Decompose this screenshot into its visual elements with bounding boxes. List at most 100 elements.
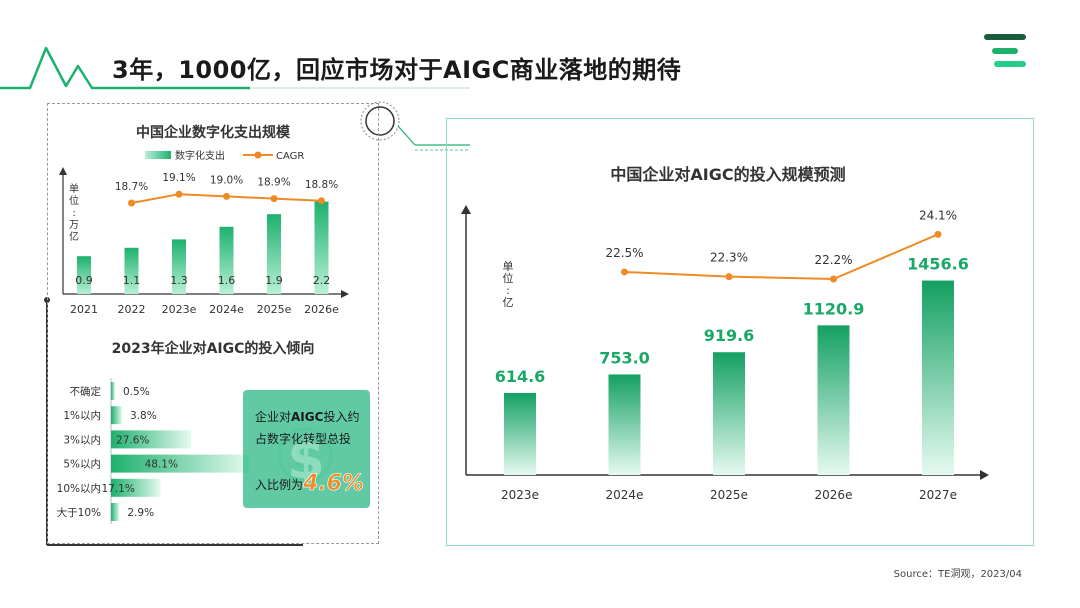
- chart1-bar-label: 0.9: [75, 274, 93, 287]
- chart2-category-label: 5%以内: [63, 458, 101, 471]
- chart1-unit-label: 单位:万亿: [69, 183, 79, 243]
- chart3-title: 中国企业对AIGC的投入规模预测: [610, 165, 845, 184]
- chart2-category-label: 不确定: [70, 385, 102, 398]
- chart3-cagr-label: 24.1%: [919, 208, 957, 222]
- chart2-bar: [111, 478, 161, 497]
- chart1-cagr-point: [318, 197, 325, 205]
- chart1-x-tick: 2021: [70, 303, 98, 316]
- chart1-title: 中国企业数字化支出规模: [136, 124, 291, 141]
- chart3-y-arrow: [461, 205, 471, 214]
- chart1-bar-label: 1.1: [123, 274, 141, 287]
- chart3-unit-char: 位: [503, 271, 514, 285]
- chart3-x-tick: 2025e: [710, 488, 748, 502]
- page-title: 3年，1000亿，回应市场对于AIGC商业落地的期待: [112, 56, 682, 84]
- chart1-unit-char: 单: [69, 183, 79, 195]
- chart2-value-label: 48.1%: [145, 459, 178, 471]
- chart1-bar-label: 1.6: [218, 274, 236, 287]
- chart2-value-label: 3.8%: [130, 410, 157, 422]
- chart3-x-arrow: [980, 470, 989, 480]
- chart2-bar: [111, 454, 251, 473]
- right-panel: [446, 118, 1034, 546]
- chart1-unit-char: 万: [69, 220, 79, 231]
- chart1-x-arrow: [341, 290, 349, 298]
- chart3-bar-label: 753.0: [599, 348, 650, 367]
- chart3-x-tick: 2027e: [919, 488, 957, 502]
- chart2-category-label: 3%以内: [63, 433, 101, 446]
- chart3-cagr-label: 22.3%: [710, 251, 748, 265]
- chart1-bar: [314, 201, 329, 294]
- chart1-bar: [124, 247, 139, 294]
- chart2-value-label: 17.1%: [101, 483, 134, 495]
- chart2-bar: [111, 382, 115, 400]
- chart1-cagr-label: 19.0%: [210, 174, 243, 186]
- chart1-bar: [172, 239, 186, 294]
- callout-box: [243, 390, 370, 508]
- chart3-cagr-point: [934, 230, 942, 238]
- chart1-cagr-label: 19.1%: [162, 172, 195, 184]
- chart1-cagr-point: [128, 199, 135, 207]
- chart3-bar-label: 919.6: [704, 326, 755, 345]
- legend-bar-label: 数字化支出: [175, 149, 225, 162]
- chart3-cagr-point: [725, 273, 733, 281]
- chart3-cagr-label: 22.2%: [814, 253, 852, 267]
- chart3-cagr-point: [830, 275, 837, 283]
- chart1-unit-char: 位: [69, 194, 79, 207]
- chart1-bar: [267, 214, 281, 294]
- chart3-bar-label: 614.6: [495, 367, 546, 386]
- chart1-x-tick: 2022: [118, 303, 146, 316]
- chart3-cagr-line: [624, 233, 939, 281]
- legend-line-label: CAGR: [276, 151, 304, 162]
- chart3-bar-label: 1120.9: [803, 299, 865, 318]
- chart2-category-label: 大于10%: [57, 506, 101, 519]
- chart1-unit-char: :: [72, 208, 75, 219]
- chart3-bar: [713, 352, 745, 475]
- chart3-x-tick: 2023e: [501, 488, 539, 502]
- chart1-bar: [219, 226, 234, 294]
- chart1-x-tick: 2025e: [257, 303, 292, 316]
- chart3-bar: [922, 280, 954, 475]
- chart2-value-label: 0.5%: [123, 386, 150, 398]
- chart1-bar-label: 2.2: [313, 274, 331, 287]
- chart1-y-arrow: [59, 167, 67, 175]
- chart1-x-tick: 2023e: [162, 303, 197, 316]
- chart3-unit-char: :: [506, 284, 510, 297]
- chart2-bar: [111, 503, 120, 521]
- chart3-x-tick: 2024e: [606, 488, 644, 502]
- chart3-x-tick: 2026e: [815, 488, 853, 502]
- legend-bar-swatch: [145, 151, 171, 159]
- chart1-cagr-point: [270, 195, 278, 203]
- chart2-title: 2023年企业对AIGC的投入倾向: [112, 340, 315, 357]
- chart2-category-label: 1%以内: [63, 409, 101, 422]
- chart3-bar: [608, 374, 641, 475]
- chart1-bar: [77, 256, 91, 294]
- chart1-x-tick: 2026e: [304, 303, 339, 316]
- chart3-bar: [817, 325, 850, 475]
- chart2-category-label: 10%以内: [57, 482, 101, 495]
- chart2-value-label: 27.6%: [116, 434, 149, 446]
- chart2-bar: [111, 406, 123, 425]
- chart3-cagr-point: [621, 268, 628, 276]
- chart3-cagr-label: 22.5%: [605, 246, 643, 260]
- chart1-x-tick: 2024e: [209, 303, 244, 316]
- chart1-cagr-label: 18.8%: [305, 179, 338, 191]
- chart2-value-label: 2.9%: [127, 507, 154, 519]
- chart1-unit-char: 亿: [69, 230, 79, 243]
- chart1-bar-label: 1.3: [170, 274, 188, 287]
- source-note: Source：TE洞观，2023/04: [893, 569, 1022, 580]
- legend-line-marker: [254, 151, 262, 159]
- chart3-bar-label: 1456.6: [907, 255, 969, 274]
- left-panel: [47, 103, 379, 544]
- chart1-bar-label: 1.9: [265, 274, 283, 287]
- chart3-unit-char: 单: [503, 260, 514, 273]
- chart3-unit-char: 亿: [503, 296, 514, 309]
- chart2-bar: [111, 430, 192, 449]
- chart1-cagr-label: 18.7%: [115, 181, 148, 193]
- chart1-cagr-label: 18.9%: [257, 177, 290, 189]
- chart1-cagr-point: [175, 190, 183, 198]
- chart3-unit-label: 单位:亿: [503, 260, 514, 309]
- chart3-bar: [504, 392, 536, 475]
- chart1-cagr-point: [223, 192, 230, 200]
